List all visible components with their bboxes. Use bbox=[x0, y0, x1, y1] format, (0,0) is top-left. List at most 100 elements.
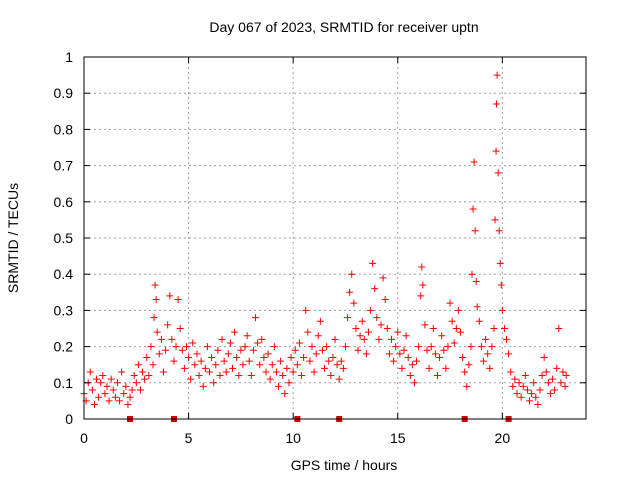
data-point bbox=[210, 379, 218, 387]
data-point bbox=[551, 386, 559, 394]
data-point bbox=[86, 368, 94, 376]
data-point bbox=[496, 259, 504, 267]
data-point bbox=[302, 306, 310, 314]
data-point bbox=[90, 401, 98, 409]
data-point bbox=[206, 368, 213, 376]
grid-layer bbox=[84, 57, 586, 419]
data-point bbox=[492, 100, 500, 108]
data-point bbox=[239, 361, 247, 369]
data-point bbox=[408, 361, 416, 369]
data-point bbox=[419, 281, 427, 289]
y-tick-label: 0.6 bbox=[54, 194, 74, 210]
data-point bbox=[390, 357, 398, 365]
data-point bbox=[329, 353, 337, 361]
data-point bbox=[425, 364, 433, 372]
data-point bbox=[235, 372, 243, 380]
data-point bbox=[491, 216, 499, 224]
data-point bbox=[559, 368, 567, 376]
data-point bbox=[109, 386, 117, 394]
y-axis-ticks: 0 0.1 0.2 0.3 0.4 0.5 0.6 0.7 0.8 0.9 1 bbox=[54, 49, 586, 427]
data-point bbox=[132, 379, 140, 387]
data-point bbox=[153, 328, 161, 336]
data-points bbox=[80, 71, 570, 409]
data-point bbox=[461, 368, 469, 376]
data-point bbox=[553, 364, 561, 372]
data-point bbox=[331, 335, 339, 343]
data-point bbox=[473, 303, 481, 311]
data-point bbox=[385, 350, 393, 358]
data-point bbox=[534, 401, 542, 409]
data-point bbox=[477, 343, 485, 351]
data-point bbox=[277, 357, 285, 365]
data-point bbox=[151, 281, 159, 289]
data-point bbox=[182, 343, 190, 351]
data-point bbox=[475, 317, 483, 325]
data-point bbox=[436, 353, 444, 361]
data-point bbox=[145, 372, 153, 380]
y-tick-label: 0 bbox=[65, 411, 73, 427]
data-point bbox=[237, 346, 245, 354]
data-point bbox=[147, 343, 155, 351]
data-point bbox=[396, 350, 404, 358]
data-point bbox=[281, 390, 289, 398]
data-point bbox=[212, 361, 220, 369]
data-point bbox=[521, 372, 529, 380]
data-point bbox=[450, 339, 458, 347]
data-point bbox=[218, 335, 226, 343]
data-point bbox=[392, 343, 400, 351]
data-point bbox=[440, 346, 448, 354]
y-axis-label: SRMTID / TECUs bbox=[5, 183, 21, 293]
data-point bbox=[245, 357, 253, 365]
x-tick-label: 0 bbox=[80, 430, 88, 446]
data-point bbox=[444, 343, 452, 351]
data-point bbox=[226, 339, 234, 347]
data-point bbox=[116, 397, 124, 405]
data-point bbox=[272, 368, 280, 376]
data-point bbox=[233, 353, 241, 361]
data-point bbox=[126, 393, 134, 401]
data-point bbox=[498, 306, 506, 314]
data-point bbox=[465, 361, 473, 369]
data-point bbox=[410, 379, 418, 387]
data-point bbox=[168, 335, 176, 343]
data-point bbox=[335, 375, 343, 383]
data-point bbox=[523, 386, 531, 394]
data-point bbox=[260, 353, 268, 361]
x-tick-label: 20 bbox=[495, 430, 511, 446]
data-point bbox=[99, 372, 107, 380]
data-point bbox=[463, 382, 471, 390]
data-point bbox=[540, 353, 548, 361]
data-point bbox=[139, 368, 147, 376]
data-point bbox=[467, 343, 475, 351]
data-point bbox=[172, 343, 180, 351]
data-point bbox=[373, 314, 381, 322]
data-point bbox=[333, 361, 341, 369]
data-point bbox=[377, 321, 385, 329]
data-point bbox=[557, 379, 565, 387]
data-point bbox=[327, 372, 335, 380]
data-point bbox=[490, 325, 498, 332]
data-point bbox=[544, 379, 552, 387]
data-point bbox=[469, 205, 477, 213]
data-point bbox=[415, 343, 423, 351]
x-tick-label: 15 bbox=[390, 430, 406, 446]
data-point bbox=[530, 379, 538, 387]
data-point bbox=[264, 350, 272, 358]
data-point bbox=[283, 364, 291, 372]
data-point bbox=[546, 390, 554, 398]
data-point bbox=[262, 368, 270, 376]
data-point bbox=[150, 314, 158, 322]
data-point bbox=[360, 335, 368, 343]
data-point bbox=[180, 364, 188, 372]
data-point bbox=[459, 353, 467, 361]
data-point bbox=[367, 306, 375, 314]
data-point bbox=[542, 368, 550, 376]
data-point bbox=[423, 346, 431, 354]
data-point bbox=[480, 357, 488, 365]
data-point bbox=[341, 343, 349, 351]
data-point bbox=[519, 382, 527, 390]
data-point bbox=[532, 393, 540, 401]
data-point bbox=[176, 325, 184, 332]
data-point bbox=[268, 361, 276, 369]
